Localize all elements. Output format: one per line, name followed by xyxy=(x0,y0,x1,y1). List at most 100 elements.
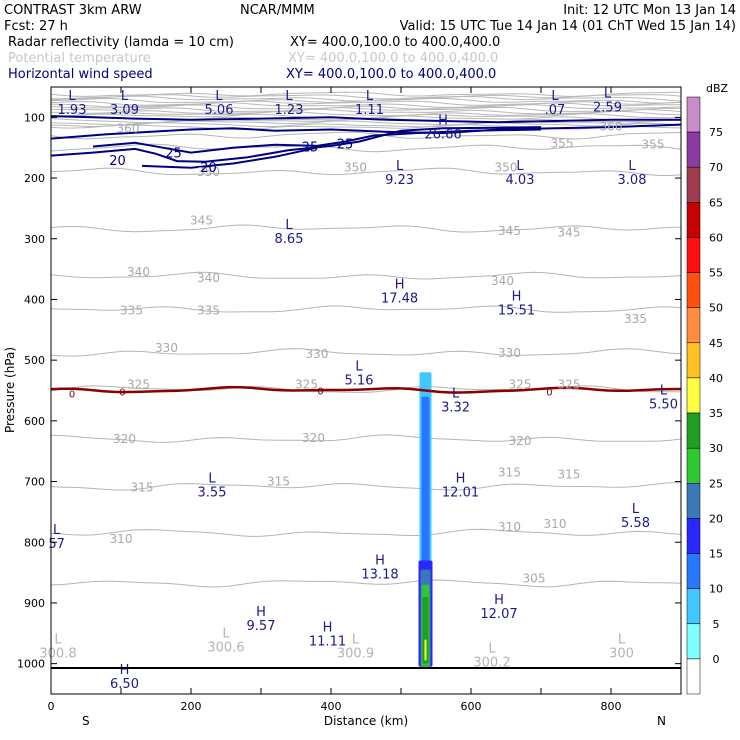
theta-label: 330 xyxy=(155,341,178,355)
theta-contour-340 xyxy=(50,271,682,280)
theta-extremum-marker: L xyxy=(488,642,496,657)
y-tick-label: 900 xyxy=(24,597,45,610)
wind-extremum-value: 12.01 xyxy=(442,486,479,501)
colorbar-swatch xyxy=(686,272,701,308)
wind-extremum-value: 5.58 xyxy=(621,516,650,531)
colorbar-swatch xyxy=(686,447,701,484)
theta-strat-line xyxy=(50,106,682,112)
freezing-label: 0 xyxy=(546,388,552,399)
wind-extremum-value: 2.59 xyxy=(593,101,622,116)
theta-label: 310 xyxy=(110,532,133,546)
x-tick-label: 0 xyxy=(48,700,55,713)
theta-extremum-value: 300.6 xyxy=(207,640,244,655)
colorbar-swatch xyxy=(686,377,701,414)
theta-strat-line xyxy=(50,97,682,104)
theta-label: 320 xyxy=(509,434,532,448)
wind-extremum-marker: L xyxy=(68,89,76,104)
wind-extremum-marker: H xyxy=(120,663,130,678)
colorbar-tick-label: 5 xyxy=(713,618,720,631)
theta-extremum-value: 300 xyxy=(609,646,634,661)
wind-extremum-marker: H xyxy=(438,114,448,129)
wind-extremum-marker: L xyxy=(355,359,363,374)
theta-strat-line xyxy=(50,102,682,108)
y-tick-label: 300 xyxy=(24,233,45,246)
valid-time: Valid: 15 UTC Tue 14 Jan 14 (01 ChT Wed … xyxy=(400,19,736,34)
field-name-reflectivity: Radar reflectivity (lamda = 10 cm) xyxy=(8,35,234,50)
theta-label: 325 xyxy=(509,377,532,391)
freezing-label: 0 xyxy=(69,390,75,401)
theta-contour-315 xyxy=(50,482,682,491)
wind-extremum-marker: L xyxy=(551,89,559,104)
wind-extremum-marker: L xyxy=(632,502,640,517)
theta-extremum-value: 300.9 xyxy=(337,646,374,661)
wind-extremum-marker: H xyxy=(256,605,266,620)
radar-echo-30dbz xyxy=(422,596,429,664)
colorbar-tick-label: 50 xyxy=(709,302,723,315)
x-tick-label: 600 xyxy=(461,700,482,713)
theta-contour-360 xyxy=(50,131,682,140)
theta-label: 330 xyxy=(498,346,521,360)
theta-label: 315 xyxy=(558,467,581,481)
theta-label: 310 xyxy=(544,517,567,531)
wind-extremum-marker: L xyxy=(396,159,404,174)
theta-label: 345 xyxy=(190,214,213,228)
wind-extremum-value: 3.08 xyxy=(618,173,647,188)
colorbar-tick-label: 15 xyxy=(709,548,723,561)
theta-extremum-marker: L xyxy=(352,632,360,647)
theta-label: 335 xyxy=(624,312,647,326)
field-xy-wind: XY= 400.0,100.0 to 400.0,400.0 xyxy=(286,67,496,82)
wind-extremum-value: 6.50 xyxy=(110,677,139,692)
model-title: CONTRAST 3km ARW xyxy=(4,3,142,18)
theta-label: 325 xyxy=(558,377,581,391)
wind-extremum-marker: L xyxy=(604,87,612,102)
field-name-wind: Horizontal wind speed xyxy=(8,67,153,82)
colorbar-swatch xyxy=(686,307,701,344)
colorbar-unit: dBZ xyxy=(706,82,729,95)
theta-label: 315 xyxy=(267,475,290,489)
colorbar-tick-label: 75 xyxy=(709,126,723,139)
x-tick-label: 800 xyxy=(601,700,622,713)
y-axis-label: Pressure (hPa) xyxy=(3,347,17,433)
wind-label: 25 xyxy=(337,138,354,153)
colorbar-tick-label: 0 xyxy=(713,653,720,666)
wind-contour-25 xyxy=(92,128,542,154)
colorbar-tick-label: 55 xyxy=(709,267,723,280)
wind-extremum-marker: H xyxy=(323,620,333,635)
init-time: Init: 12 UTC Mon 13 Jan 14 xyxy=(563,3,736,18)
colorbar-tick-label: 60 xyxy=(709,232,723,245)
theta-contour-330 xyxy=(50,348,682,357)
theta-contours xyxy=(50,131,682,588)
wind-extremum-marker: L xyxy=(516,159,524,174)
theta-strat-line xyxy=(50,108,682,115)
colorbar-tick-label: 70 xyxy=(709,161,723,174)
wind-extremum-marker: L xyxy=(208,472,216,487)
theta-contour-310 xyxy=(50,528,682,537)
org-label: NCAR/MMM xyxy=(240,3,315,18)
colorbar-swatch xyxy=(686,553,701,589)
theta-label: 350 xyxy=(344,161,367,175)
wind-label: 25 xyxy=(302,141,319,156)
colorbar-tick-label: 45 xyxy=(709,337,723,350)
wind-label: 20 xyxy=(200,161,217,176)
wind-extremum-value: 13.18 xyxy=(361,568,398,583)
jet-upper xyxy=(50,115,681,124)
radar-echo-35dbz xyxy=(424,639,427,661)
theta-label: 335 xyxy=(120,303,143,317)
x-end-left: S xyxy=(82,714,90,728)
freezing-label: 0 xyxy=(317,387,323,398)
wind-extremum-marker: L xyxy=(366,89,374,104)
theta-label: 345 xyxy=(558,226,581,240)
wind-extremum-value: 5.06 xyxy=(205,103,234,118)
jet-lower xyxy=(50,123,682,140)
wind-extremum-value: 57 xyxy=(48,537,65,552)
theta-strat-line xyxy=(50,104,682,110)
theta-label: 340 xyxy=(127,265,150,279)
theta-label: 315 xyxy=(131,481,154,495)
wind-extremum-marker: H xyxy=(494,593,504,608)
theta-label: 330 xyxy=(306,347,329,361)
wind-extremum-value: .07 xyxy=(545,103,566,118)
theta-contour-305 xyxy=(50,579,682,588)
theta-extremum-value: 300.8 xyxy=(39,646,76,661)
